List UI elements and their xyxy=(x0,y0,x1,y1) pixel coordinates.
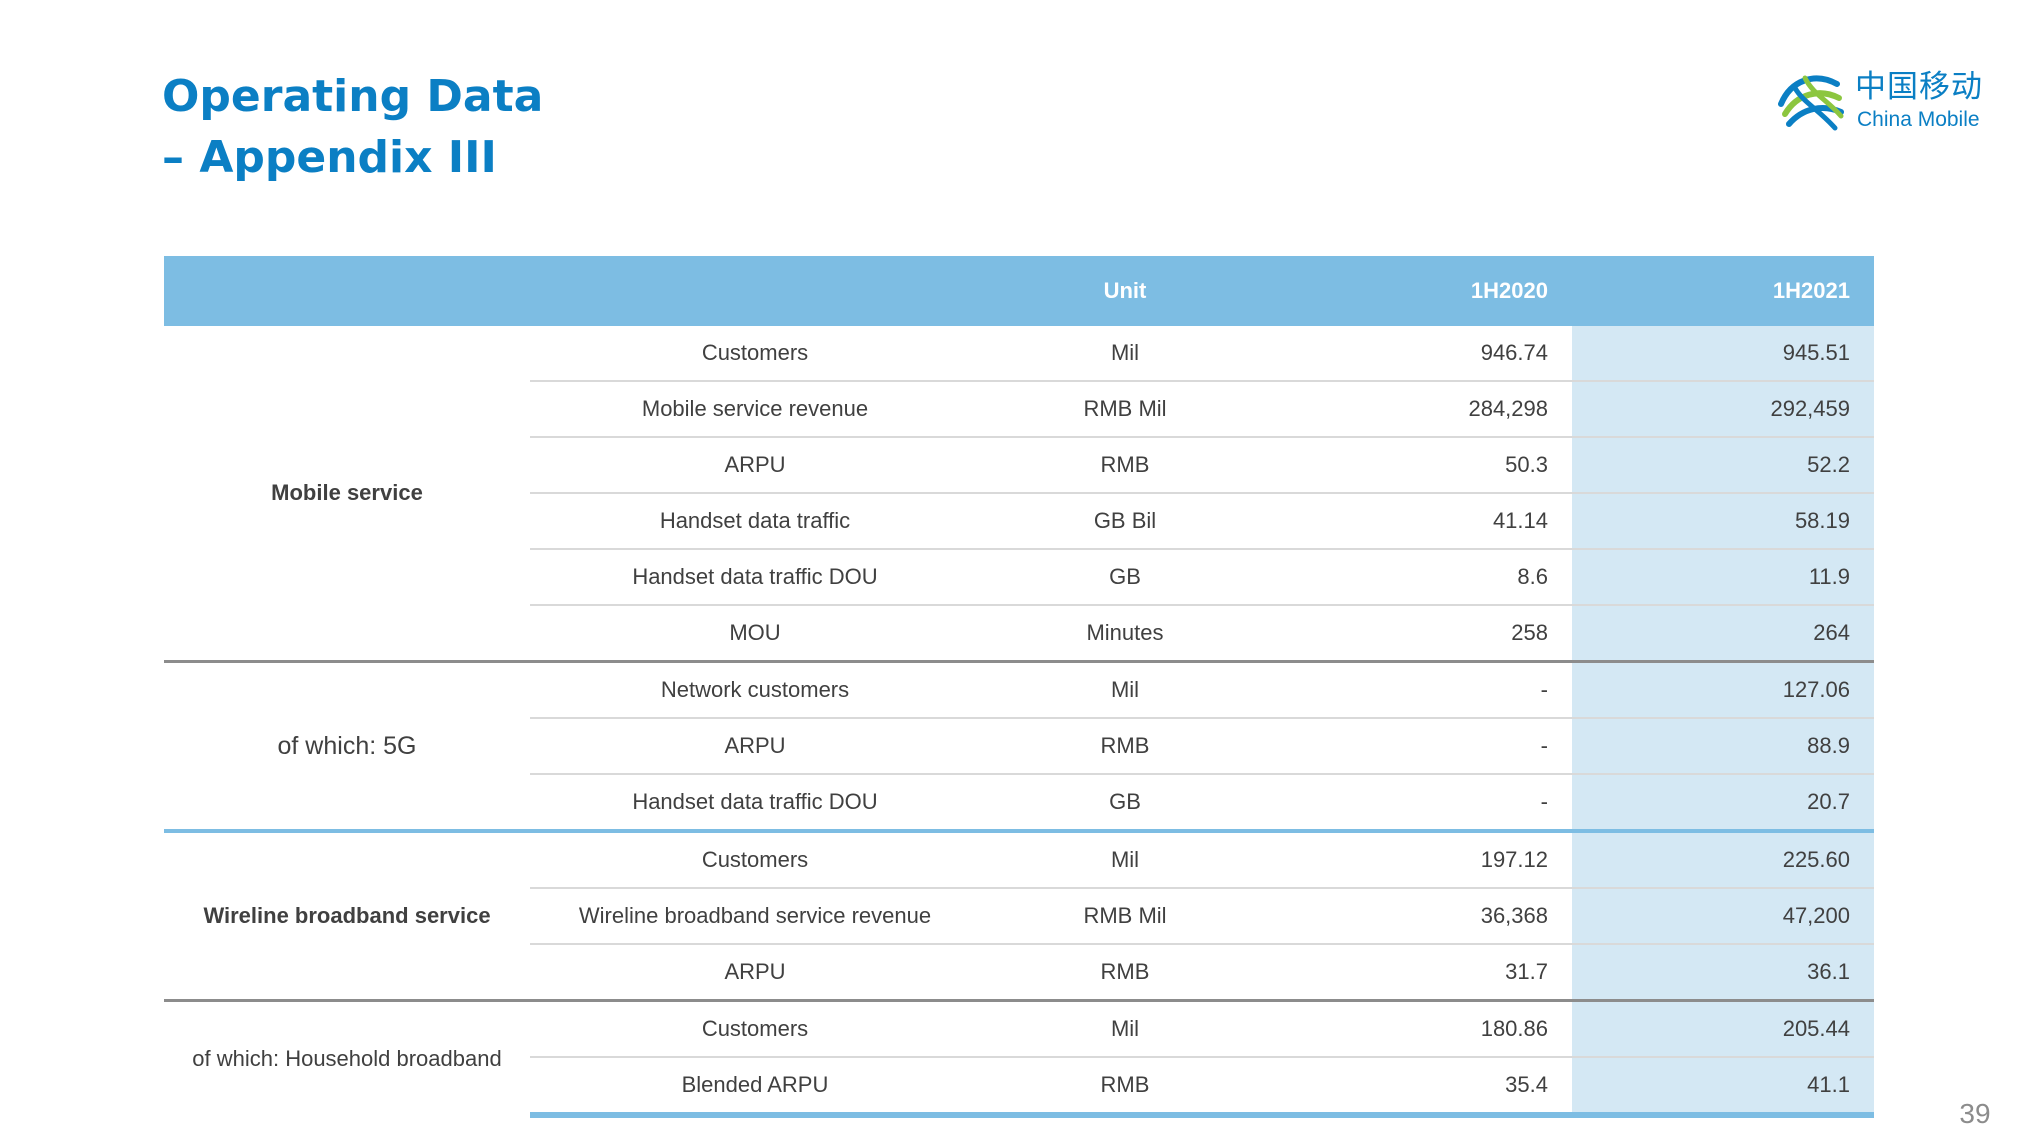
value-1h2021-cell: 225.60 xyxy=(1572,829,1874,889)
value-1h2021-cell: 292,459 xyxy=(1572,381,1874,438)
table-row: ARPU RMB - 88.9 xyxy=(164,718,1874,775)
value-1h2020-cell: - xyxy=(1270,660,1572,719)
group-label: Wireline broadband service xyxy=(164,829,530,1001)
table-row: ARPU RMB 31.7 36.1 xyxy=(164,944,1874,1002)
logo-english-text: China Mobile xyxy=(1857,108,1980,131)
table-row: of which: 5G Network customers Mil - 127… xyxy=(164,660,1874,831)
table-row: Blended ARPU RMB 35.4 41.1 xyxy=(164,1057,1874,1118)
metric-cell: Mobile service revenue xyxy=(530,381,980,438)
table-row: of which: Household broadband Customers … xyxy=(164,999,1874,1115)
value-1h2020-cell: 284,298 xyxy=(1270,381,1572,438)
value-1h2020-cell: - xyxy=(1270,774,1572,832)
value-1h2020-cell: 50.3 xyxy=(1270,437,1572,494)
value-1h2020-cell: 41.14 xyxy=(1270,493,1572,550)
unit-cell: Mil xyxy=(980,999,1270,1058)
value-1h2021-cell: 20.7 xyxy=(1572,774,1874,832)
china-mobile-logo: 中国移动 China Mobile xyxy=(1775,66,1995,136)
value-1h2020-cell: 197.12 xyxy=(1270,829,1572,889)
metric-cell: MOU xyxy=(530,605,980,663)
china-mobile-logo-icon xyxy=(1778,75,1844,131)
metric-cell: Network customers xyxy=(530,660,980,719)
table-row: Wireline broadband service Customers Mil… xyxy=(164,829,1874,1001)
page-title-line-2: – Appendix III xyxy=(162,132,497,183)
metric-cell: Handset data traffic DOU xyxy=(530,774,980,832)
metric-cell: Customers xyxy=(530,829,980,889)
table-row: Mobile service Customers Mil 946.74 945.… xyxy=(164,326,1874,505)
group-label: Mobile service xyxy=(271,480,423,505)
value-1h2020-cell: 180.86 xyxy=(1270,999,1572,1058)
value-1h2020-cell: 946.74 xyxy=(1270,326,1572,382)
value-1h2021-cell: 47,200 xyxy=(1572,888,1874,945)
value-1h2021-cell: 52.2 xyxy=(1572,437,1874,494)
unit-cell: RMB Mil xyxy=(980,381,1270,438)
value-1h2021-cell: 36.1 xyxy=(1572,944,1874,1002)
group-mobile-service: Mobile service Customers Mil 946.74 945.… xyxy=(164,326,1874,663)
value-1h2021-cell: 945.51 xyxy=(1572,326,1874,382)
value-1h2021-cell: 41.1 xyxy=(1572,1057,1874,1118)
value-1h2020-cell: 31.7 xyxy=(1270,944,1572,1002)
unit-cell: RMB xyxy=(980,944,1270,1002)
table-row: Handset data traffic GB Bil 41.14 58.19 xyxy=(164,493,1874,550)
group-5g: of which: 5G Network customers Mil - 127… xyxy=(164,660,1874,832)
table-row: ARPU RMB 50.3 52.2 xyxy=(164,437,1874,494)
value-1h2021-cell: 58.19 xyxy=(1572,493,1874,550)
metric-cell: Wireline broadband service revenue xyxy=(530,888,980,945)
header-blank-group xyxy=(164,256,530,326)
value-1h2021-cell: 264 xyxy=(1572,605,1874,663)
value-1h2021-cell: 11.9 xyxy=(1572,549,1874,606)
header-blank-metric xyxy=(530,256,980,326)
value-1h2021-cell: 88.9 xyxy=(1572,718,1874,775)
unit-cell: RMB xyxy=(980,718,1270,775)
value-1h2021-cell: 205.44 xyxy=(1572,999,1874,1058)
metric-cell: Handset data traffic xyxy=(530,493,980,550)
unit-cell: Mil xyxy=(980,326,1270,382)
table-row: Mobile service revenue RMB Mil 284,298 2… xyxy=(164,381,1874,438)
metric-cell: Customers xyxy=(530,326,980,382)
value-1h2020-cell: 35.4 xyxy=(1270,1057,1572,1118)
header-1h2021: 1H2021 xyxy=(1572,256,1874,326)
logo-chinese-text: 中国移动 xyxy=(1855,69,1983,105)
unit-cell: Minutes xyxy=(980,605,1270,663)
table-row: MOU Minutes 258 264 xyxy=(164,605,1874,663)
page-number: 39 xyxy=(1959,1098,1991,1129)
metric-cell: Handset data traffic DOU xyxy=(530,549,980,606)
table-header-row: Unit 1H2020 1H2021 xyxy=(164,256,1874,326)
value-1h2020-cell: 8.6 xyxy=(1270,549,1572,606)
page-title: Operating Data – Appendix III xyxy=(162,66,543,188)
unit-cell: RMB xyxy=(980,1057,1270,1118)
page-title-line-1: Operating Data xyxy=(162,71,544,122)
metric-cell: ARPU xyxy=(530,718,980,775)
table-row: Handset data traffic DOU GB 8.6 11.9 xyxy=(164,549,1874,606)
group-label: of which: Household broadband xyxy=(164,999,530,1115)
metric-cell: ARPU xyxy=(530,944,980,1002)
operating-data-table: Unit 1H2020 1H2021 Mobile service Custom… xyxy=(164,256,1874,1118)
metric-cell: Customers xyxy=(530,999,980,1058)
table-row: Handset data traffic DOU GB - 20.7 xyxy=(164,774,1874,832)
unit-cell: RMB Mil xyxy=(980,888,1270,945)
unit-cell: GB xyxy=(980,549,1270,606)
metric-cell: Blended ARPU xyxy=(530,1057,980,1118)
group-household-broadband: of which: Household broadband Customers … xyxy=(164,999,1874,1118)
group-label: of which: 5G xyxy=(164,660,530,831)
header-unit: Unit xyxy=(980,256,1270,326)
value-1h2020-cell: 36,368 xyxy=(1270,888,1572,945)
value-1h2020-cell: 258 xyxy=(1270,605,1572,663)
metric-cell: ARPU xyxy=(530,437,980,494)
unit-cell: GB xyxy=(980,774,1270,832)
value-1h2021-cell: 127.06 xyxy=(1572,660,1874,719)
unit-cell: RMB xyxy=(980,437,1270,494)
header-1h2020: 1H2020 xyxy=(1270,256,1572,326)
table-row: Wireline broadband service revenue RMB M… xyxy=(164,888,1874,945)
unit-cell: Mil xyxy=(980,829,1270,889)
unit-cell: Mil xyxy=(980,660,1270,719)
group-wireline-broadband: Wireline broadband service Customers Mil… xyxy=(164,829,1874,1002)
unit-cell: GB Bil xyxy=(980,493,1270,550)
value-1h2020-cell: - xyxy=(1270,718,1572,775)
